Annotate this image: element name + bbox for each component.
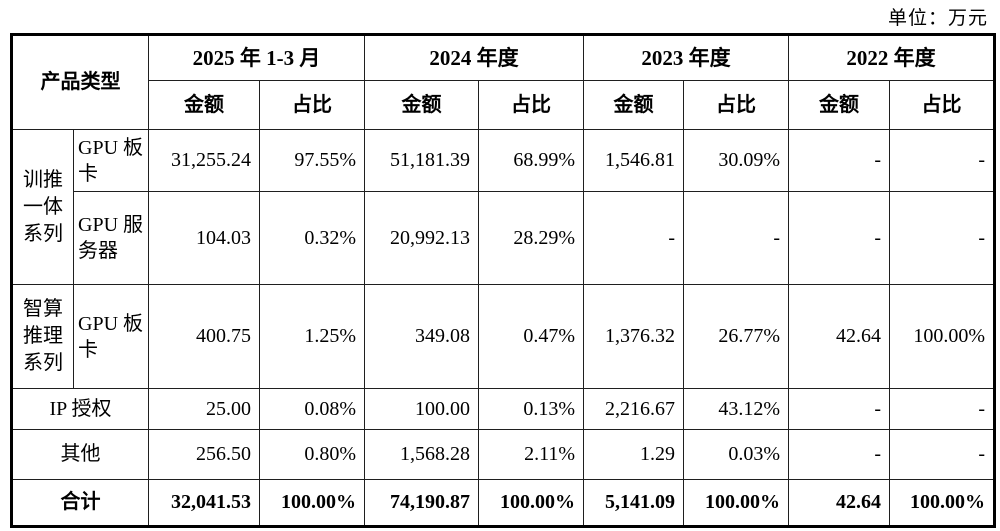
- table-cell: 1,546.81: [583, 129, 684, 192]
- table-cell: 2.11%: [478, 429, 584, 480]
- table-cell: 256.50: [148, 429, 260, 480]
- table-cell: 5,141.09: [583, 479, 684, 527]
- table-cell: 20,992.13: [364, 191, 479, 285]
- row-label: 其他: [11, 429, 149, 480]
- table-cell: 0.47%: [478, 284, 584, 389]
- unit-label: 单位：万元: [887, 8, 988, 29]
- amount-header: 金额: [583, 80, 684, 130]
- table-cell: -: [788, 191, 890, 285]
- amount-header: 金额: [364, 80, 479, 130]
- total-label: 合计: [11, 479, 149, 527]
- table-cell: 74,190.87: [364, 479, 479, 527]
- amount-header: 金额: [148, 80, 260, 130]
- period-header-2022: 2022 年度: [788, 34, 995, 81]
- product-type-header: 产品类型: [11, 34, 149, 130]
- table-cell: 100.00: [364, 388, 479, 430]
- table-cell: 31,255.24: [148, 129, 260, 192]
- ratio-header: 占比: [259, 80, 365, 130]
- ratio-header: 占比: [889, 80, 995, 130]
- table-cell: -: [889, 429, 995, 480]
- table-cell: 104.03: [148, 191, 260, 285]
- row-label: IP 授权: [11, 388, 149, 430]
- table-cell: -: [889, 129, 995, 192]
- group-label: 训推一体系列: [11, 129, 74, 285]
- table-cell: 26.77%: [683, 284, 789, 389]
- table-row: 训推一体系列 GPU 板卡 31,255.24 97.55% 51,181.39…: [11, 129, 995, 285]
- table-cell: 0.08%: [259, 388, 365, 430]
- table-cell: 42.64: [788, 479, 890, 527]
- product-label: GPU 服务器: [73, 191, 149, 285]
- table-row: GPU 服务器 104.03 0.32% 20,992.13 28.29% - …: [12, 191, 995, 285]
- ratio-header: 占比: [478, 80, 584, 130]
- table-cell: -: [889, 388, 995, 430]
- table-cell: 1,376.32: [583, 284, 684, 389]
- table-cell: 349.08: [364, 284, 479, 389]
- total-row: 合计 32,041.53 100.00% 74,190.87 100.00% 5…: [11, 479, 995, 527]
- table-cell: 43.12%: [683, 388, 789, 430]
- table-cell: 1.29: [583, 429, 684, 480]
- table-cell: 100.00%: [259, 479, 365, 527]
- group-label: 智算推理系列: [11, 284, 74, 389]
- table-cell: 0.32%: [259, 191, 365, 285]
- table-row: IP 授权 25.00 0.08% 100.00 0.13% 2,216.67 …: [11, 388, 995, 430]
- period-header-2024: 2024 年度: [364, 34, 584, 81]
- table-cell: 100.00%: [478, 479, 584, 527]
- table-cell: 0.03%: [683, 429, 789, 480]
- table-cell: 100.00%: [889, 284, 995, 389]
- table-cell: -: [788, 129, 890, 192]
- period-header-2025: 2025 年 1-3 月: [148, 34, 365, 81]
- product-label: GPU 板卡: [73, 129, 149, 192]
- table-cell: 51,181.39: [364, 129, 479, 192]
- table-cell: 1,568.28: [364, 429, 479, 480]
- table-cell: 400.75: [148, 284, 260, 389]
- table-cell: 0.80%: [259, 429, 365, 480]
- table-cell: 32,041.53: [148, 479, 260, 527]
- table-cell: 25.00: [148, 388, 260, 430]
- table-cell: 100.00%: [889, 479, 995, 527]
- table-cell: 97.55%: [259, 129, 365, 192]
- table-cell: 2,216.67: [583, 388, 684, 430]
- table-row: 其他 256.50 0.80% 1,568.28 2.11% 1.29 0.03…: [11, 429, 995, 480]
- table-cell: 100.00%: [683, 479, 789, 527]
- table-cell: -: [788, 388, 890, 430]
- ratio-header: 占比: [683, 80, 789, 130]
- table-cell: 42.64: [788, 284, 890, 389]
- table-cell: 30.09%: [683, 129, 789, 192]
- table-cell: -: [788, 429, 890, 480]
- table-cell: 1.25%: [259, 284, 365, 389]
- table-cell: 68.99%: [478, 129, 584, 192]
- table-cell: 0.13%: [478, 388, 584, 430]
- table-cell: -: [583, 191, 684, 285]
- table-cell: -: [683, 191, 789, 285]
- table-row: 智算推理系列 GPU 板卡 400.75 1.25% 349.08 0.47% …: [11, 284, 995, 389]
- product-revenue-table: 产品类型 2025 年 1-3 月 2024 年度 2023 年度 2022 年…: [10, 33, 996, 528]
- table-cell: 28.29%: [478, 191, 584, 285]
- period-header-2023: 2023 年度: [583, 34, 789, 81]
- table-cell: -: [889, 191, 995, 285]
- product-label: GPU 板卡: [73, 284, 149, 389]
- amount-header: 金额: [788, 80, 890, 130]
